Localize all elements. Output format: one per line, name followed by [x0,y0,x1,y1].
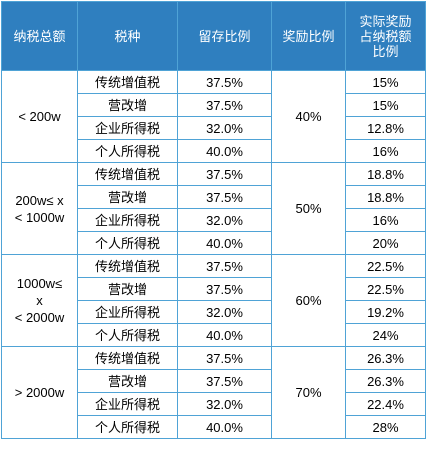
table-row: 企业所得税 32.0% 12.8% [2,116,426,140]
total-tax-range-text: < 200w [18,109,61,124]
retention-cell: 40.0% [177,323,272,347]
retention-cell: 37.5% [177,369,272,393]
total-tax-range-text: > 2000w [14,385,65,400]
table-row: 营改增 37.5% 22.5% [2,277,426,301]
table-row: 营改增 37.5% 26.3% [2,369,426,393]
header-retention-ratio: 留存比例 [177,1,272,71]
actual-reward-cell: 26.3% [345,369,426,393]
table-row: 企业所得税 32.0% 22.4% [2,392,426,416]
tax-type-cell: 传统增值税 [77,162,178,186]
total-tax-range-cell: < 200w [1,70,78,163]
retention-cell: 40.0% [177,231,272,255]
tax-type-cell: 营改增 [77,185,178,209]
tax-type-cell: 营改增 [77,93,178,117]
actual-reward-cell: 16% [345,208,426,232]
table-row: 200w≤ x < 1000w 传统增值税 37.5% 50% 18.8% [1,162,426,255]
tax-type-cell: 个人所得税 [77,139,178,163]
table-row: 营改增 37.5% 18.8% [2,185,426,209]
retention-cell: 37.5% [177,185,272,209]
table-row: 1000w≤ x < 2000w 传统增值税 37.5% 60% 22.5% [1,254,426,347]
actual-reward-cell: 18.8% [345,162,426,186]
actual-reward-cell: 16% [345,139,426,163]
retention-cell: 32.0% [177,116,272,140]
retention-cell: 32.0% [177,208,272,232]
tax-type-cell: 企业所得税 [77,116,178,140]
header-row: 纳税总额 税种 留存比例 奖励比例 实际奖励 占纳税额 比例 [1,1,426,71]
total-tax-range-cell: 200w≤ x < 1000w [1,162,78,255]
tax-type-cell: 企业所得税 [77,208,178,232]
actual-reward-cell: 26.3% [345,346,426,370]
table-row: 个人所得税 40.0% 20% [2,231,426,255]
reward-ratio-cell: 60% [271,254,346,347]
actual-reward-cell: 15% [345,93,426,117]
retention-cell: 37.5% [177,277,272,301]
tax-type-cell: 营改增 [77,277,178,301]
retention-cell: 37.5% [177,346,272,370]
actual-reward-cell: 22.5% [345,254,426,278]
retention-cell: 32.0% [177,300,272,324]
header-total-tax: 纳税总额 [1,1,78,71]
tax-type-cell: 企业所得税 [77,392,178,416]
retention-cell: 40.0% [177,139,272,163]
total-tax-range-cell: > 2000w [1,346,78,439]
header-actual-reward-line: 占纳税额 [359,28,412,44]
actual-reward-cell: 22.5% [345,277,426,301]
header-actual-reward-line: 比例 [372,43,399,59]
tax-type-cell: 传统增值税 [77,346,178,370]
table-row: 企业所得税 32.0% 19.2% [2,300,426,324]
tax-type-cell: 营改增 [77,369,178,393]
total-tax-range-text: 200w≤ x [15,192,64,208]
table-row: 营改增 37.5% 15% [2,93,426,117]
retention-cell: 37.5% [177,93,272,117]
retention-cell: 37.5% [177,254,272,278]
tax-type-cell: 个人所得税 [77,323,178,347]
total-tax-range-text: < 2000w [14,310,65,325]
actual-reward-cell: 12.8% [345,116,426,140]
table-row: 个人所得税 40.0% 16% [2,139,426,163]
header-reward-ratio: 奖励比例 [271,1,346,71]
header-tax-type: 税种 [77,1,178,71]
table-row: 个人所得税 40.0% 28% [2,415,426,439]
retention-cell: 37.5% [177,162,272,186]
tax-reward-table: 纳税总额 税种 留存比例 奖励比例 实际奖励 占纳税额 比例 < 200w 传统… [1,1,426,439]
actual-reward-cell: 19.2% [345,300,426,324]
actual-reward-cell: 22.4% [345,392,426,416]
actual-reward-cell: 28% [345,415,426,439]
tax-type-cell: 个人所得税 [77,415,178,439]
tax-type-cell: 企业所得税 [77,300,178,324]
table-row: < 200w 传统增值税 37.5% 40% 15% [1,70,426,163]
actual-reward-cell: 18.8% [345,185,426,209]
actual-reward-cell: 24% [345,323,426,347]
retention-cell: 32.0% [177,392,272,416]
tax-type-cell: 个人所得税 [77,231,178,255]
actual-reward-cell: 15% [345,70,426,94]
total-tax-range-text: x [36,293,43,308]
total-tax-range-text: < 1000w [14,209,65,225]
header-actual-reward-ratio: 实际奖励 占纳税额 比例 [345,1,426,71]
actual-reward-cell: 20% [345,231,426,255]
total-tax-range-cell: 1000w≤ x < 2000w [1,254,78,347]
tax-type-cell: 传统增值税 [77,254,178,278]
retention-cell: 40.0% [177,415,272,439]
header-actual-reward-line: 实际奖励 [359,13,412,29]
reward-ratio-cell: 50% [271,162,346,255]
reward-ratio-cell: 70% [271,346,346,439]
total-tax-range-text: 1000w≤ [16,276,63,291]
reward-ratio-cell: 40% [271,70,346,163]
retention-cell: 37.5% [177,70,272,94]
table-row: 个人所得税 40.0% 24% [2,323,426,347]
table-row: > 2000w 传统增值税 37.5% 70% 26.3% [1,346,426,439]
tax-type-cell: 传统增值税 [77,70,178,94]
table-row: 企业所得税 32.0% 16% [2,208,426,232]
